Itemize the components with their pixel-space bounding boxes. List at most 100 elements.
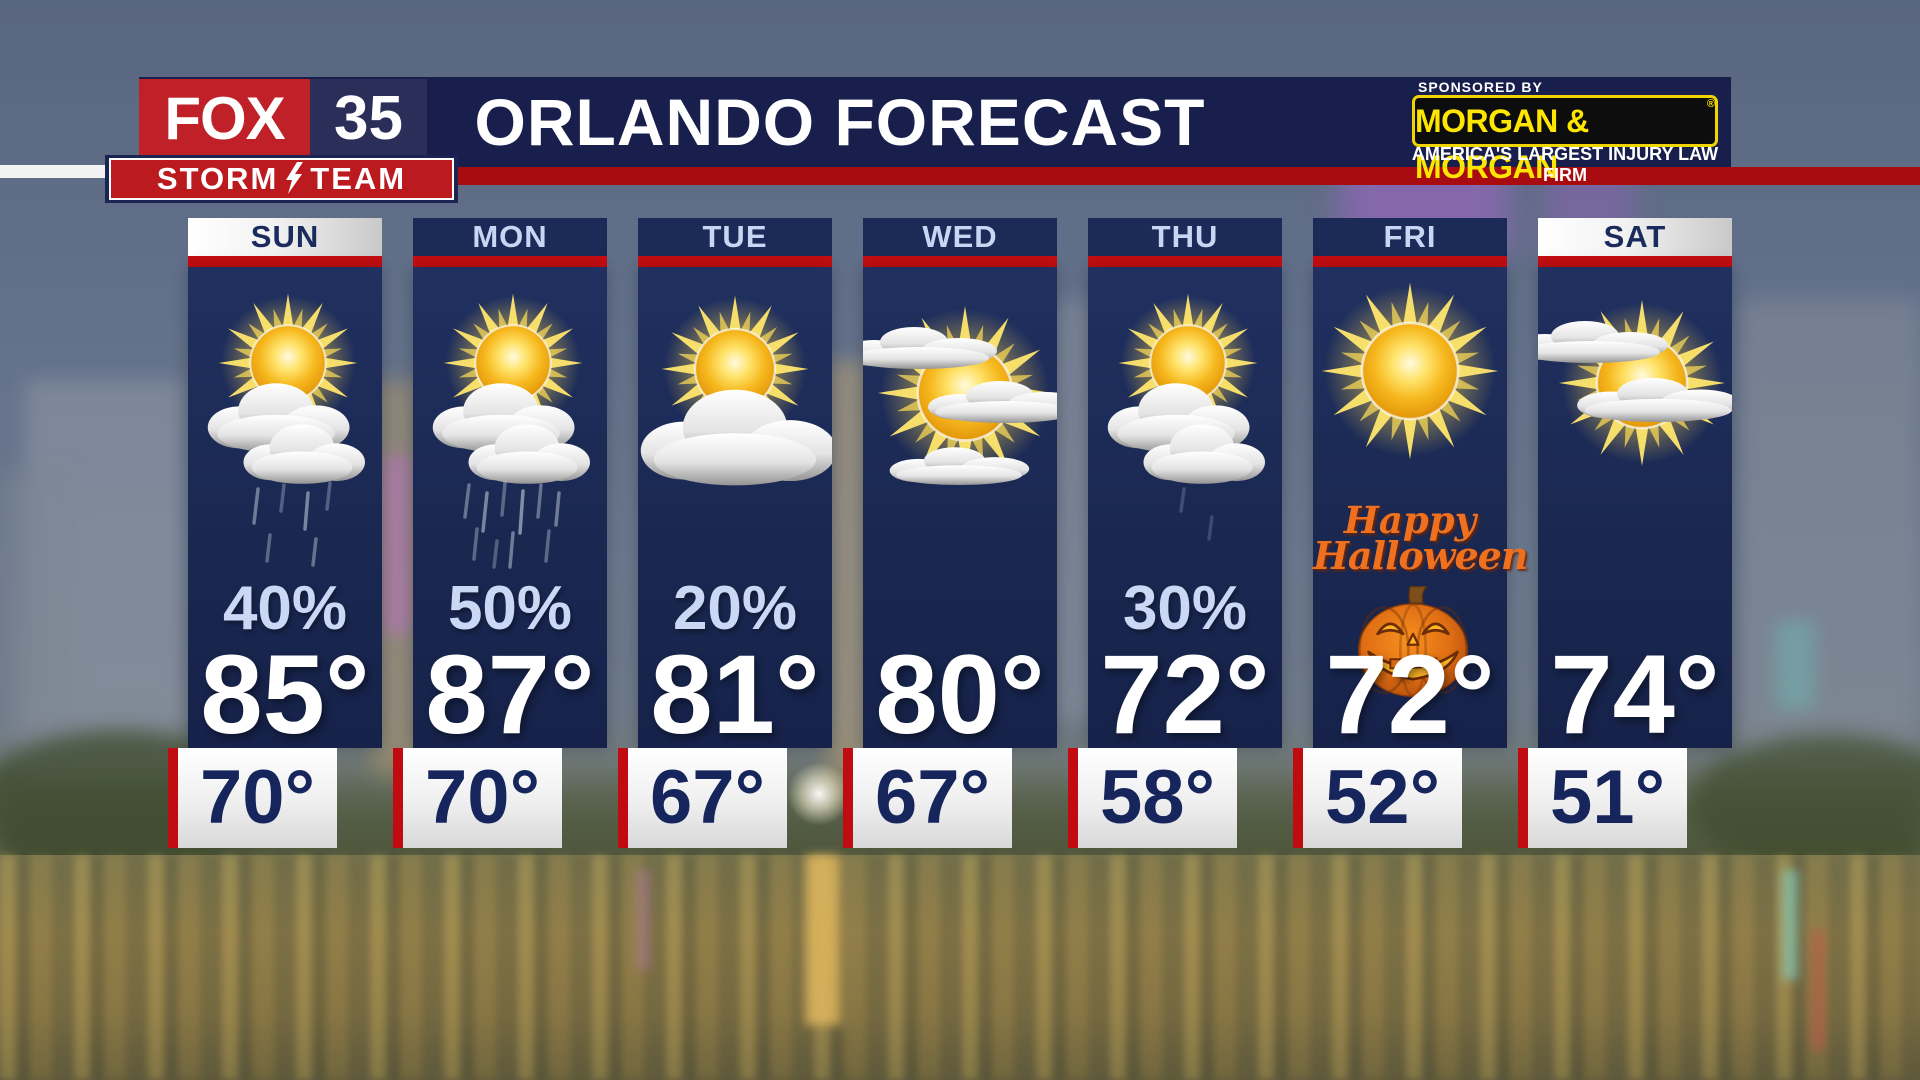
high-temp: 80° [875, 632, 1045, 757]
happy-halloween-text: Happy Halloween [1313, 498, 1528, 579]
low-box-accent [618, 748, 628, 848]
storm-label: STORM [156, 161, 279, 196]
halloween-line1: Happy [1343, 498, 1477, 542]
forecast-panel: 80° [863, 267, 1057, 757]
precip-chance: 30% [1122, 574, 1248, 643]
page-title: ORLANDO FORECAST [474, 85, 1206, 159]
sponsor-logo: MORGAN & MORGAN ® [1412, 95, 1718, 185]
day-header-underline [413, 256, 607, 267]
low-box-accent [393, 748, 403, 848]
background-building [1740, 300, 1920, 770]
header-red-stripe [105, 167, 1920, 185]
forecast-panel: 40% 85° [188, 267, 382, 751]
low-box: 67° [853, 748, 1012, 848]
low-temp-box: 70° [168, 748, 337, 848]
high-temp: 81° [650, 632, 820, 757]
high-temp: 72° [1100, 632, 1270, 757]
low-temp: 67° [650, 755, 765, 840]
low-box: 58° [1078, 748, 1237, 848]
team-label: TEAM [310, 161, 407, 196]
day-header: SAT [1538, 218, 1732, 256]
low-box-accent [168, 748, 178, 848]
low-box-accent [1293, 748, 1303, 848]
sun-with-clouds-left-icon [1538, 271, 1732, 571]
precip-chance: 40% [222, 574, 348, 643]
day-label: TUE [702, 219, 768, 254]
low-temp: 67° [875, 755, 990, 840]
high-temp: 72° [1325, 632, 1495, 757]
forecast-column-mon: MON 50% 8 [393, 218, 607, 848]
forecast-panel: 20% 81° [638, 267, 832, 757]
fox-logo-text: FOX [164, 84, 285, 152]
precip-chance: 20% [672, 574, 798, 643]
day-header: FRI [1313, 218, 1507, 256]
forecast-panel: 30% 72° [1088, 267, 1282, 757]
day-header: TUE [638, 218, 832, 256]
background-trees [1690, 735, 1920, 875]
low-box-accent [1068, 748, 1078, 848]
forecast-column-sun: SUN 40% 85° 70° [168, 218, 382, 848]
day-header-underline [1538, 256, 1732, 267]
day-label: MON [472, 219, 548, 254]
storm-team-banner: STORM TEAM [105, 155, 458, 203]
background-building [0, 470, 70, 770]
day-header: MON [413, 218, 607, 256]
background-water [0, 855, 1920, 1080]
halloween-line2: Halloween [1313, 533, 1528, 579]
lightning-bolt-icon [286, 162, 304, 194]
day-label: SAT [1603, 219, 1667, 254]
fox-logo: FOX [139, 79, 310, 157]
forecast-panel: 74° [1538, 267, 1732, 751]
sun-behind-cloud-icon [640, 271, 832, 486]
storm-team-inner: STORM TEAM [109, 158, 454, 200]
low-box: 70° [403, 748, 562, 848]
sun-behind-clouds-icon [1107, 271, 1265, 541]
jack-o-lantern-icon [1357, 586, 1469, 698]
channel-number: 35 [334, 83, 403, 153]
registered-mark: ® [1706, 98, 1715, 110]
channel-35-logo: 35 [310, 79, 427, 157]
day-header-underline [863, 256, 1057, 267]
low-temp: 52° [1325, 755, 1440, 840]
lamp-glow [787, 762, 851, 826]
low-temp: 58° [1100, 755, 1215, 840]
sponsor-name: MORGAN & MORGAN [1415, 103, 1589, 185]
day-header: WED [863, 218, 1057, 256]
low-temp: 70° [200, 755, 315, 840]
low-temp-box: 67° [618, 748, 787, 848]
day-header-underline [188, 256, 382, 267]
water-reflection [1782, 870, 1798, 980]
low-box: 51° [1528, 748, 1687, 848]
day-label: FRI [1383, 219, 1437, 254]
low-box-accent [1518, 748, 1528, 848]
sun-behind-clouds-rain-icon [432, 271, 590, 569]
low-temp-box: 58° [1068, 748, 1237, 848]
water-reflection [805, 855, 841, 1025]
day-header-underline [1313, 256, 1507, 267]
water-reflection [636, 870, 650, 970]
precip-chance: 50% [447, 574, 573, 643]
high-temp: 87° [425, 632, 595, 757]
day-label: SUN [250, 219, 320, 254]
background-lights [382, 455, 412, 635]
day-label: THU [1151, 219, 1219, 254]
low-box: 67° [628, 748, 787, 848]
low-temp-box: 51° [1518, 748, 1687, 848]
forecast-column-fri: FRI Happy Halloween [1293, 218, 1528, 848]
forecast-column-tue: TUE 20% 81° 67° [618, 218, 832, 848]
day-header: SUN [188, 218, 382, 256]
low-temp-box: 67° [843, 748, 1012, 848]
day-header-underline [638, 256, 832, 267]
sponsor-tagline: AMERICA'S LARGEST INJURY LAW FIRM [1411, 144, 1719, 185]
forecast-column-wed: WED 80° 67° [843, 218, 1057, 848]
day-header: THU [1088, 218, 1282, 256]
background-lights [1775, 620, 1815, 710]
sun-behind-clouds-rain-icon [207, 271, 365, 567]
low-box: 70° [178, 748, 337, 848]
forecast-panel: 50% 87° [413, 267, 607, 757]
forecast-column-thu: THU 30% 72° 58° [1068, 218, 1282, 848]
sponsor-kicker: SPONSORED BY [1418, 79, 1543, 95]
low-temp: 70° [425, 755, 540, 840]
low-temp: 51° [1550, 755, 1665, 840]
